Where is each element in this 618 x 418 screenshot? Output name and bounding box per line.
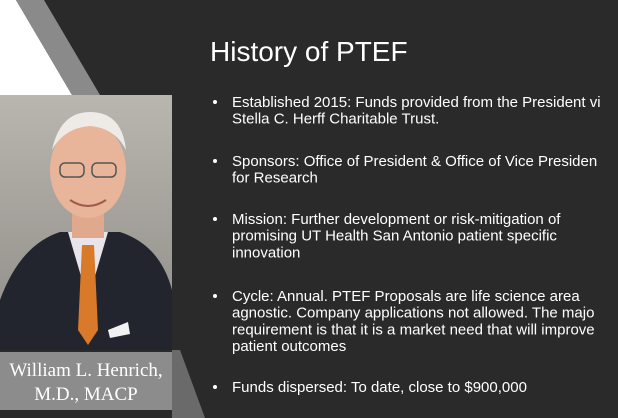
caption-box (0, 352, 172, 410)
corner-band (16, 0, 100, 95)
bullet-line: patient outcomes (232, 338, 346, 355)
bullet-line: innovation (232, 244, 300, 261)
portrait-photo (0, 95, 172, 350)
bullet-dot (213, 294, 217, 298)
bullet-line: promising UT Health San Antonio patient … (232, 228, 557, 245)
bullet-line: Stella C. Herff Charitable Trust. (232, 111, 439, 128)
bullet-dot (213, 100, 217, 104)
bullet-list: Established 2015: Funds provided from th… (213, 94, 601, 396)
bullet-line: Sponsors: Office of President & Office o… (232, 153, 597, 170)
bullet-line: requirement is that it is a market need … (232, 321, 595, 338)
bullet-line: for Research (232, 170, 318, 187)
bullet-line: agnostic. Company applications not allow… (232, 305, 594, 322)
bullet-dot (213, 385, 217, 389)
bottom-band (172, 350, 205, 418)
bullet-line: Mission: Further development or risk-mit… (232, 211, 561, 228)
bullet-dot (213, 217, 217, 221)
bullet-line: Cycle: Annual. PTEF Proposals are life s… (232, 288, 580, 305)
caption-line: William L. Henrich, (9, 360, 162, 381)
bullet-line: Established 2015: Funds provided from th… (232, 94, 601, 111)
slide-title: History of PTEF (210, 36, 408, 67)
caption-line: M.D., MACP (34, 384, 137, 405)
corner-white (0, 0, 72, 95)
bullet-line: Funds dispersed: To date, close to $900,… (232, 379, 527, 396)
bullet-dot (213, 159, 217, 163)
